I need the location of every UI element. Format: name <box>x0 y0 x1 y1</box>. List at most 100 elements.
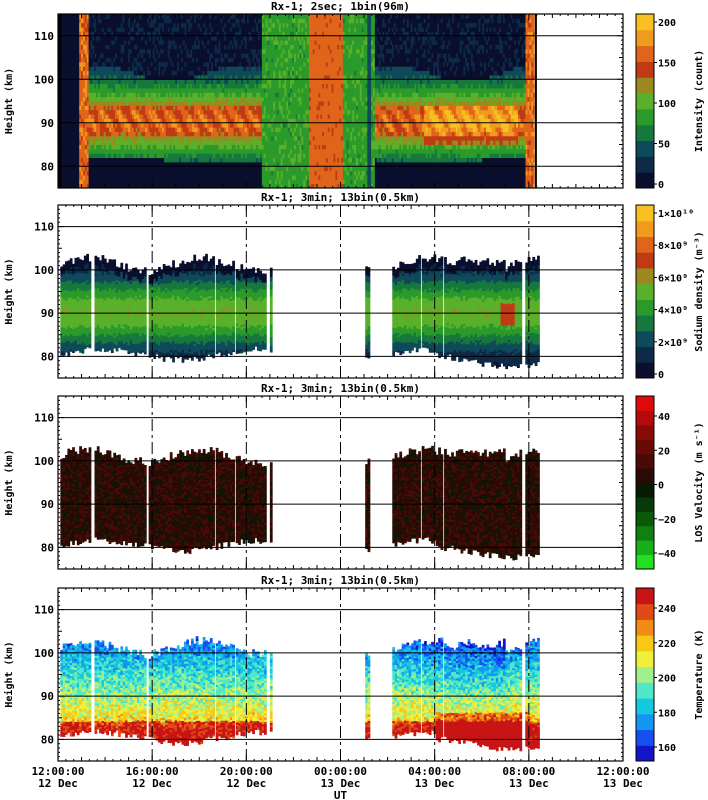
colorbar-swatch <box>636 77 654 94</box>
colorbar-swatch <box>636 93 654 110</box>
colorbar-tick-label: 2×10⁹ <box>658 338 688 349</box>
colorbar-swatch <box>636 124 654 142</box>
colorbar-swatch <box>636 205 654 222</box>
axes-layer: 80 90 100 110 Rx-1; 2sec; 1bin(96m) Height (k… <box>3 0 705 800</box>
colorbar-swatch <box>636 650 654 668</box>
x-tick-time: 08:00:00 <box>502 765 555 778</box>
panel-3-axes: 80 90 100 110 Rx-1; 3min; 13bin(0.5km) Height… <box>3 382 624 570</box>
colorbar-swatch <box>636 236 654 253</box>
colorbar-tick-label: 150 <box>658 59 676 70</box>
colorbar-swatch <box>636 468 654 483</box>
plots-layer <box>58 14 623 752</box>
y-axis-label: Height (km) <box>3 68 15 134</box>
colorbar-2: 0 2×10⁹ 4×10⁹ 6×10⁹ 8×10⁹ 1×10¹⁰ Sodium densit… <box>635 204 705 381</box>
panel-1-axes: 80 90 100 110 Rx-1; 2sec; 1bin(96m) Height (k… <box>3 0 624 189</box>
colorbar-tick-label: 0 <box>658 370 664 381</box>
colorbar-swatch <box>636 61 654 78</box>
panel-2-axes: 80 90 100 110 Rx-1; 3min; 13bin(0.5km) Height… <box>3 191 624 379</box>
x-tick-date: 13 Dec <box>603 777 643 790</box>
x-tick-date: 13 Dec <box>321 777 361 790</box>
colorbar-swatch <box>636 315 654 332</box>
y-tick-label: 90 <box>41 690 54 703</box>
y-tick-label: 100 <box>34 455 54 468</box>
colorbar-tick-label: −40 <box>658 549 676 560</box>
y-axis-label: Height (km) <box>3 449 15 515</box>
colorbar-swatch <box>636 108 654 126</box>
colorbar-swatch <box>636 603 654 620</box>
colorbar-swatch <box>636 299 654 316</box>
x-tick-time: 04:00:00 <box>408 765 461 778</box>
colorbar-label: Temperature (K) <box>694 629 705 719</box>
colorbar-swatch <box>636 682 654 699</box>
colorbar-tick-label: 20 <box>658 446 670 457</box>
colorbar-4: 160 180 200 220 240 Temperature (K) <box>635 587 705 762</box>
x-tick-date: 12 Dec <box>226 777 266 790</box>
temperature-heatmap <box>60 636 540 752</box>
x-tick-time: 16:00:00 <box>126 765 179 778</box>
y-tick-label: 80 <box>41 541 54 554</box>
colorbar-tick-label: 1×10¹⁰ <box>658 209 694 220</box>
colorbar-swatch <box>636 220 654 237</box>
y-tick-label: 80 <box>41 733 54 746</box>
colorbar-3: −40 −20 0 20 40 LOS Velocity (m s⁻¹) <box>635 395 705 570</box>
panel-title: Rx-1; 3min; 13bin(0.5km) <box>261 574 420 587</box>
colorbar-tick-label: 160 <box>658 743 676 754</box>
colorbar-tick-label: 50 <box>658 140 670 151</box>
y-tick-label: 80 <box>41 160 54 173</box>
colorbar-tick-label: 6×10⁹ <box>658 273 688 284</box>
y-tick-label: 90 <box>41 307 54 320</box>
colorbar-swatch <box>636 45 654 62</box>
colorbar-swatch <box>636 453 654 469</box>
colorbar-swatch <box>636 283 654 300</box>
colorbar-swatch <box>636 172 654 189</box>
colorbar-swatch <box>636 729 654 746</box>
y-tick-label: 80 <box>41 350 54 363</box>
colorbar-swatch <box>636 540 654 556</box>
y-tick-label: 90 <box>41 117 54 130</box>
x-tick-date: 12 Dec <box>132 777 172 790</box>
panel-title: Rx-1; 2sec; 1bin(96m) <box>271 0 410 13</box>
colorbar-swatch <box>636 29 654 47</box>
colorbar-swatch <box>636 362 654 379</box>
colorbar-swatch <box>636 635 654 652</box>
sodium-density-heatmap <box>60 253 540 370</box>
colorbar-swatch <box>636 619 654 636</box>
colorbar-tick-label: 180 <box>658 708 676 719</box>
colorbar-tick-label: 0 <box>658 180 664 191</box>
colorbar-tick-label: 200 <box>658 674 676 685</box>
x-axis-label: UT <box>334 789 348 800</box>
panel-4-axes: 80 90 100 110 Rx-1; 3min; 13bin(0.5km) Height… <box>3 574 624 762</box>
intensity-heatmap <box>58 14 623 188</box>
colorbar-tick-label: 220 <box>658 639 676 650</box>
colorbar-tick-label: 240 <box>658 604 676 615</box>
x-tick-time: 12:00:00 <box>597 765 650 778</box>
colorbar-tick-label: 200 <box>658 18 676 29</box>
colorbar-label: Sodium density (m⁻³) <box>693 231 705 351</box>
colorbar-label: Intensity (count) <box>693 50 705 152</box>
colorbar-1: 0 50 100 150 200 Intensity (count) <box>635 13 705 191</box>
colorbar-swatch <box>636 267 654 285</box>
x-tick-time: 00:00:00 <box>314 765 367 778</box>
intensity-gap <box>534 14 623 188</box>
colorbar-swatch <box>636 666 654 683</box>
y-axis-label: Height (km) <box>3 258 15 324</box>
colorbar-swatch <box>636 713 654 731</box>
colorbar-swatch <box>636 424 654 440</box>
colorbar-tick-label: 100 <box>658 99 676 110</box>
colorbar-tick-label: 4×10⁹ <box>658 306 688 317</box>
colorbar-swatch <box>636 439 654 455</box>
colorbar-swatch <box>636 745 654 762</box>
colorbar-swatch <box>636 252 654 269</box>
colorbar-swatch <box>636 330 654 348</box>
colorbar-swatch <box>636 588 654 605</box>
colorbar-swatch <box>636 14 654 31</box>
colorbar-swatch <box>636 698 654 715</box>
y-tick-label: 110 <box>34 604 54 617</box>
panel-title: Rx-1; 3min; 13bin(0.5km) <box>261 191 420 204</box>
x-tick-date: 12 Dec <box>38 777 78 790</box>
y-tick-label: 110 <box>34 30 54 43</box>
colorbar-tick-label: −20 <box>658 515 676 526</box>
colorbar-tick-label: 40 <box>658 412 670 423</box>
